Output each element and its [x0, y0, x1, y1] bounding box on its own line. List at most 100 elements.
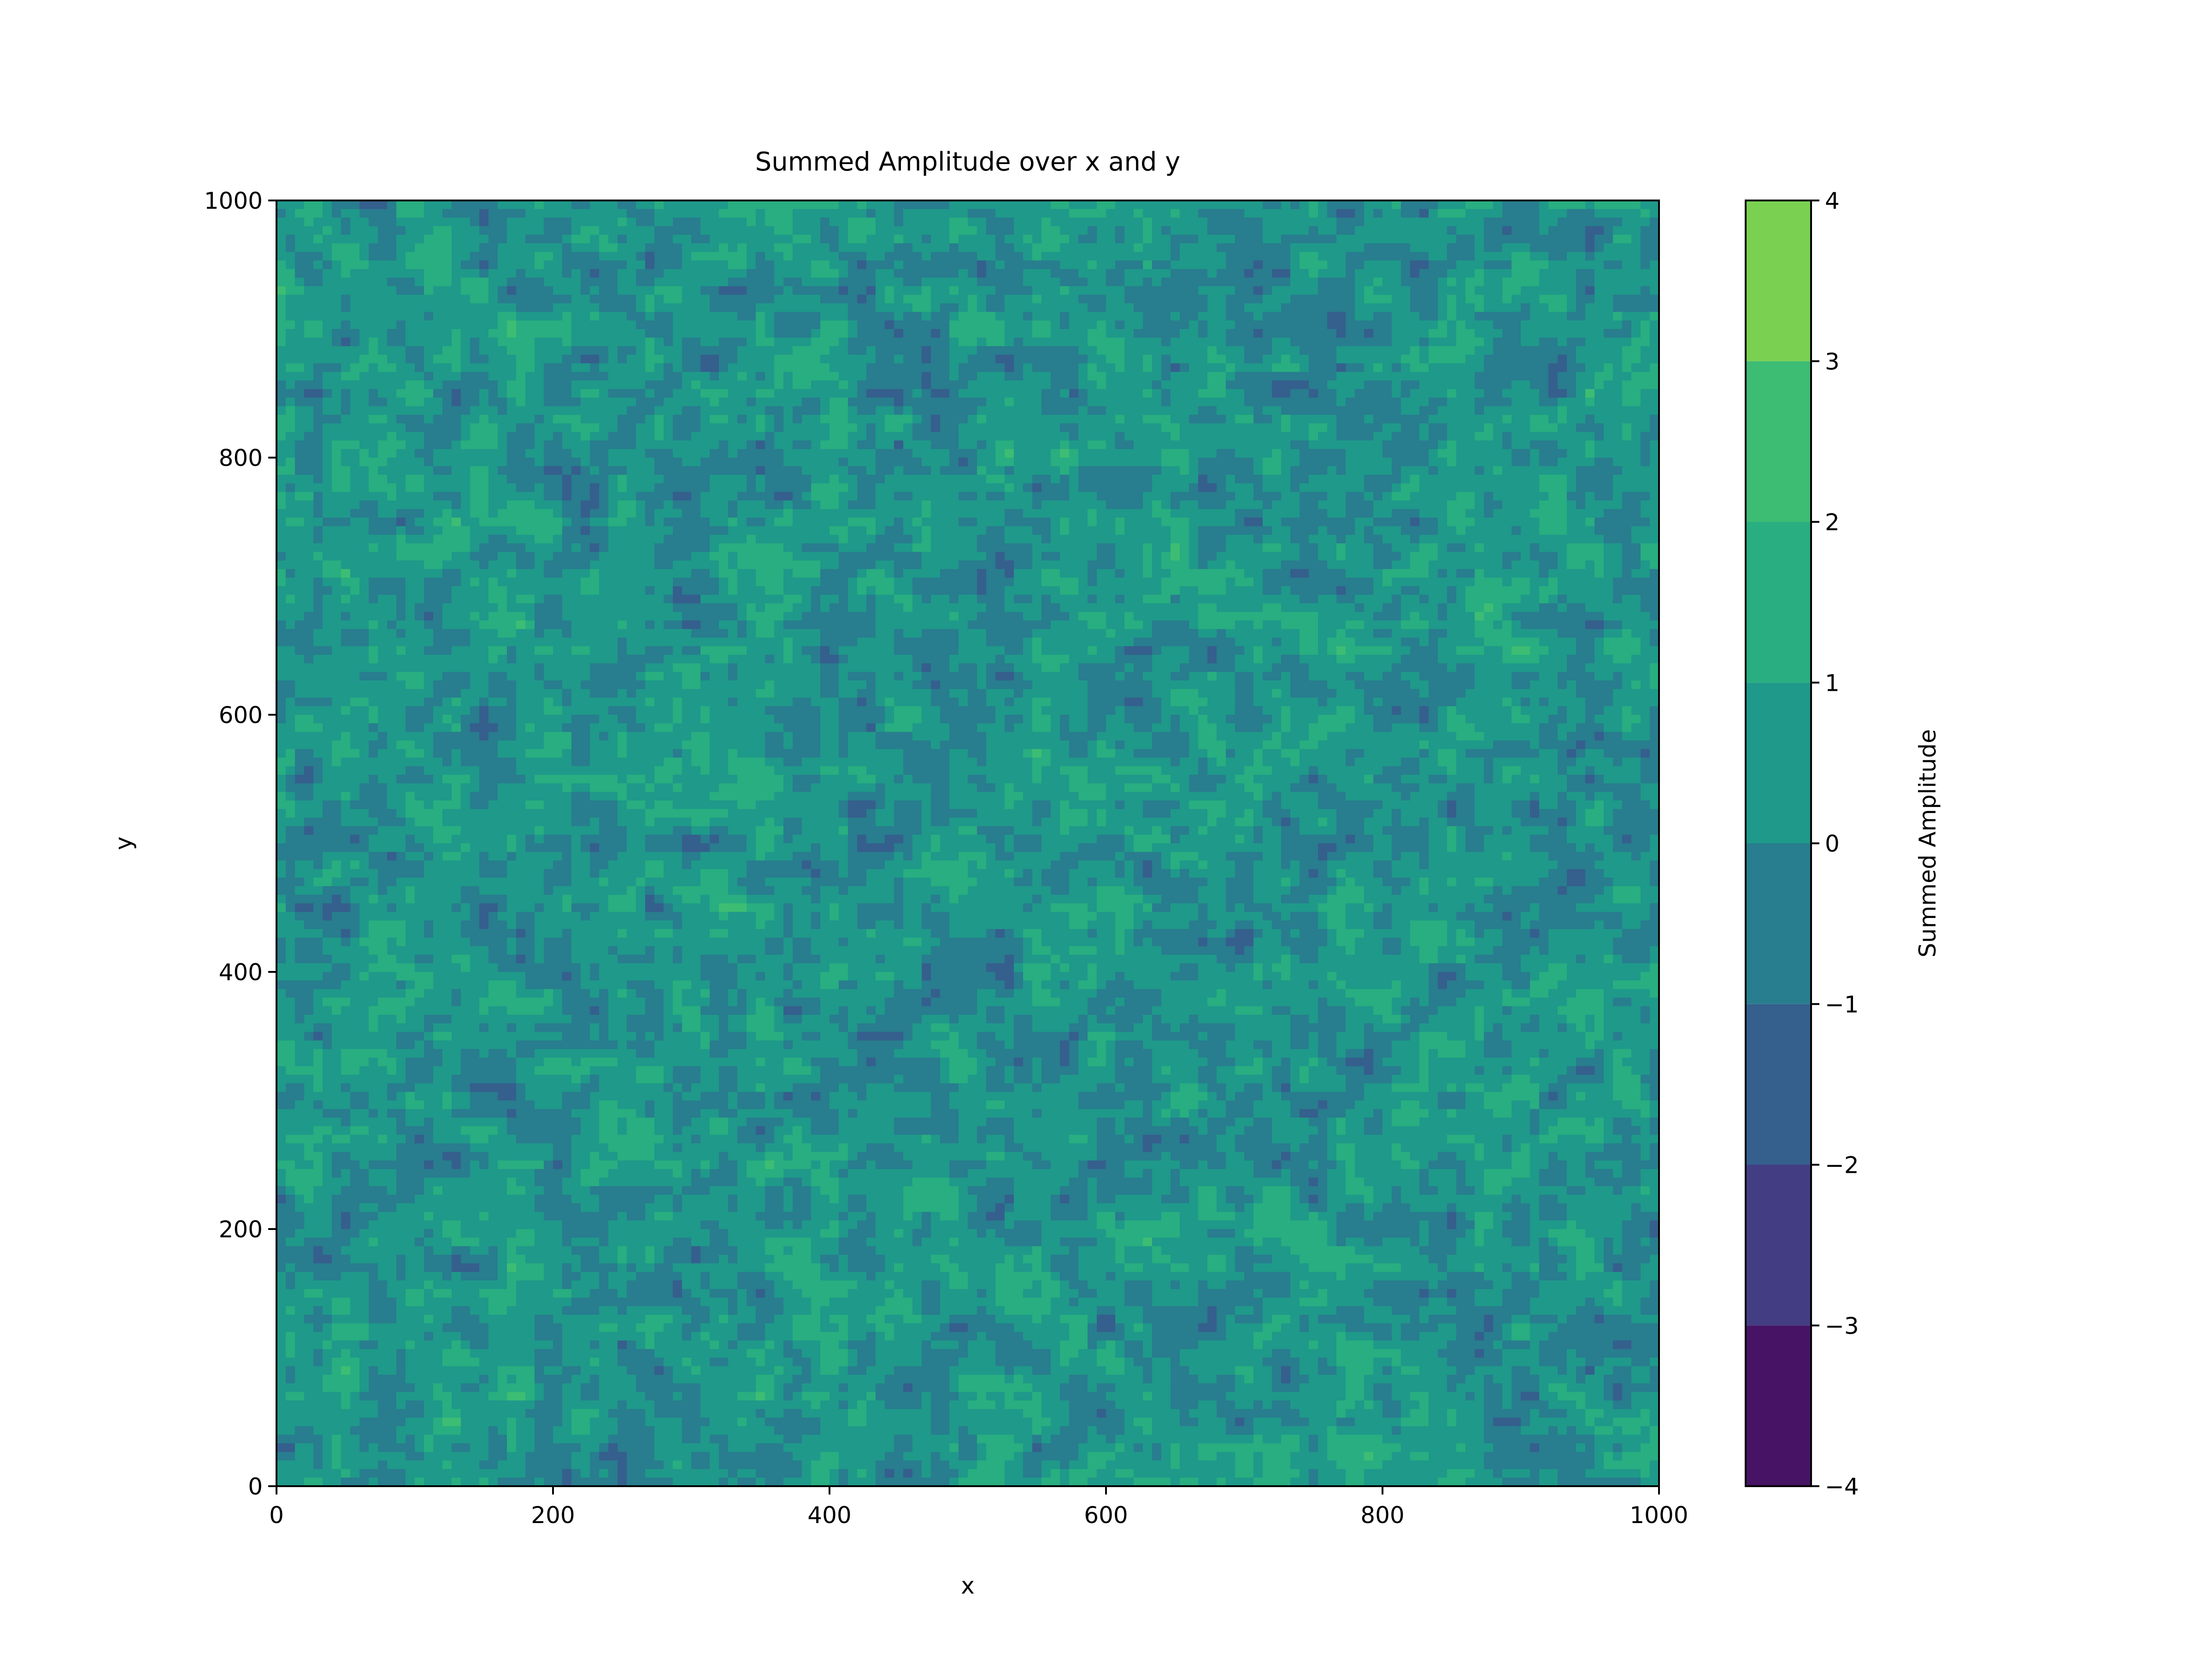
contour-cell [691, 475, 701, 484]
contour-cell [295, 432, 305, 441]
contour-cell [645, 286, 655, 295]
contour-cell [295, 380, 305, 389]
contour-cell [747, 286, 756, 295]
contour-cell [286, 303, 295, 312]
contour-cell [323, 294, 332, 304]
contour-cell [1650, 269, 1659, 278]
contour-cell [581, 423, 590, 432]
contour-cell [1180, 320, 1189, 329]
contour-cell [313, 260, 323, 270]
contour-cell [1041, 346, 1051, 355]
contour-cell [387, 329, 397, 338]
contour-cell [1429, 389, 1438, 398]
contour-cell [1438, 423, 1447, 432]
contour-cell [350, 432, 360, 441]
contour-cell [1401, 397, 1411, 406]
contour-cell [1558, 269, 1567, 278]
contour-cell [571, 277, 581, 287]
contour-cell [1456, 200, 1466, 210]
contour-cell [1106, 226, 1116, 235]
contour-cell [1539, 286, 1549, 295]
contour-cell [1604, 312, 1613, 321]
contour-cell [885, 354, 894, 364]
contour-cell [387, 406, 397, 415]
contour-cell [1622, 260, 1632, 270]
contour-cell [664, 260, 673, 270]
contour-cell [1410, 363, 1420, 372]
contour-cell [350, 303, 360, 312]
contour-cell [737, 277, 747, 287]
contour-cell [830, 380, 839, 389]
contour-cell [1124, 209, 1134, 218]
contour-cell [1567, 269, 1577, 278]
contour-cell [479, 277, 489, 287]
contour-cell [1576, 277, 1586, 287]
contour-cell [1041, 389, 1051, 398]
contour-cell [1401, 389, 1411, 398]
contour-cell [1041, 423, 1051, 432]
contour-cell [1115, 389, 1125, 398]
contour-cell [1355, 294, 1365, 304]
contour-cell [1226, 449, 1235, 458]
contour-cell [433, 269, 443, 278]
contour-cell [682, 432, 692, 441]
contour-cell [276, 389, 286, 398]
contour-cell [866, 260, 876, 270]
contour-cell [1373, 363, 1383, 372]
contour-cell [1189, 423, 1199, 432]
contour-cell [1217, 354, 1226, 364]
contour-cell [811, 312, 821, 321]
contour-cell [636, 354, 646, 364]
contour-cell [1078, 260, 1088, 270]
contour-cell [765, 389, 775, 398]
contour-cell [1226, 218, 1235, 227]
contour-cell [433, 303, 443, 312]
contour-cell [876, 243, 885, 253]
contour-cell [1290, 475, 1300, 484]
contour-cell [922, 389, 931, 398]
contour-cell [1281, 440, 1291, 449]
contour-cell [1650, 380, 1659, 389]
contour-cell [1005, 372, 1014, 381]
contour-cell [590, 406, 600, 415]
contour-cell [1558, 423, 1567, 432]
contour-cell [636, 423, 646, 432]
contour-cell [553, 372, 563, 381]
contour-cell [452, 269, 461, 278]
contour-cell [1161, 235, 1171, 244]
contour-cell [1613, 354, 1623, 364]
contour-cell [673, 423, 682, 432]
contour-cell [1318, 406, 1328, 415]
contour-cell [1594, 252, 1604, 261]
contour-cell [1318, 440, 1328, 449]
contour-cell [1253, 346, 1263, 355]
contour-cell [1226, 200, 1235, 210]
contour-cell [1401, 269, 1411, 278]
contour-cell [387, 389, 397, 398]
contour-cell [359, 260, 369, 270]
contour-cell [1318, 415, 1328, 424]
contour-cell [1373, 312, 1383, 321]
contour-cell [618, 243, 627, 253]
contour-cell [332, 466, 341, 475]
contour-cell [691, 458, 701, 467]
contour-cell [627, 200, 636, 210]
contour-cell [691, 303, 701, 312]
contour-cell [1097, 380, 1106, 389]
contour-cell [968, 389, 977, 398]
contour-cell [654, 466, 664, 475]
contour-cell [1484, 415, 1494, 424]
contour-cell [1005, 337, 1014, 347]
contour-cell [1235, 320, 1245, 329]
contour-cell [498, 466, 507, 475]
contour-cell [719, 389, 729, 398]
contour-cell [820, 397, 830, 406]
contour-cell [369, 226, 378, 235]
contour-cell [1401, 286, 1411, 295]
contour-cell [977, 235, 987, 244]
contour-cell [1161, 466, 1171, 475]
contour-cell [452, 449, 461, 458]
contour-cell [995, 415, 1005, 424]
contour-cell [636, 406, 646, 415]
contour-cell [1493, 320, 1503, 329]
